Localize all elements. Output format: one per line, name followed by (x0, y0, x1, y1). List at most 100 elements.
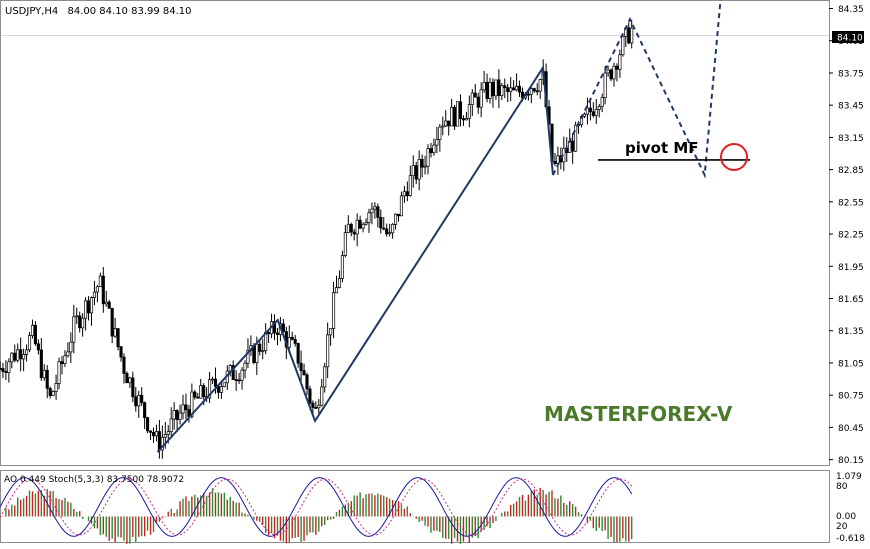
candle-body (393, 213, 398, 225)
candle-body (414, 165, 418, 180)
candle-body (411, 165, 415, 177)
candle-body (75, 315, 79, 318)
candle-body (509, 87, 513, 92)
candle-body (585, 107, 589, 115)
candle-body (334, 287, 339, 294)
candle-body (110, 307, 114, 337)
candle-body (89, 297, 94, 314)
candle-body (30, 324, 35, 336)
candle-body (450, 106, 454, 127)
candle-body (36, 343, 40, 351)
candle-body (66, 351, 70, 357)
candle-body (54, 383, 58, 392)
candle-body (190, 391, 194, 417)
candle-body (140, 394, 144, 403)
candle-body (526, 93, 530, 96)
candle-body (453, 106, 457, 127)
candle-body (33, 324, 37, 345)
candle-body (210, 378, 215, 381)
candle-body (16, 349, 20, 361)
candle-body (60, 361, 64, 364)
candle-body (574, 124, 578, 152)
candle-body (237, 379, 241, 382)
candle-body (181, 404, 185, 414)
symbol-label: USDJPY,H4 (5, 6, 58, 17)
current-price-box (832, 31, 864, 43)
candle-body (101, 275, 105, 305)
candle-body (234, 379, 238, 381)
candle-body (45, 369, 49, 389)
wave-lines (156, 0, 722, 453)
candle-body (364, 222, 368, 225)
candle-body (104, 301, 108, 305)
candle-body (7, 361, 11, 373)
candle-body (618, 54, 622, 70)
candle-body (597, 106, 601, 110)
indicator-tick-label: 0.00 (836, 512, 856, 522)
stoch-signal-line (0, 478, 633, 536)
candle-body (588, 107, 592, 113)
candle-body (63, 355, 67, 364)
candle-body (323, 366, 327, 388)
candle-body (87, 300, 91, 314)
candle-body (606, 69, 610, 74)
candle-body (166, 431, 170, 435)
candle-body (343, 232, 347, 256)
candle-body (402, 191, 406, 197)
candle-body (396, 213, 401, 217)
candle-body (532, 88, 536, 92)
candle-body (98, 275, 102, 288)
pivot-group: pivot MF (598, 139, 750, 171)
candle-body (441, 125, 445, 128)
price-tick-label: 82.85 (838, 166, 864, 176)
candle-body (314, 407, 318, 409)
price-tick-label: 81.35 (838, 327, 864, 337)
candle-body (600, 97, 604, 107)
candle-body (4, 371, 8, 373)
candle-body (296, 343, 300, 364)
candle-body (193, 391, 197, 398)
candle-body (630, 27, 634, 44)
candle-body (305, 374, 309, 390)
current-price-label: 84.10 (837, 34, 863, 44)
candle-body (320, 386, 324, 406)
candle-body (479, 89, 483, 108)
price-tick-label: 80.75 (838, 392, 864, 402)
candle-body (385, 228, 389, 235)
candle-body (408, 175, 412, 197)
candle-body (461, 118, 465, 121)
candle-body (84, 300, 88, 319)
candle-body (352, 231, 356, 235)
candle-body (42, 369, 46, 379)
candle-body (379, 217, 383, 229)
wave-line (156, 64, 554, 453)
indicator-tick-label: 80 (836, 482, 848, 492)
candle-body (231, 365, 235, 380)
candle-body (255, 343, 259, 363)
candle-body (332, 292, 336, 329)
candle-body (175, 410, 179, 420)
ohlc-label: 84.00 84.10 83.99 84.10 (67, 6, 191, 17)
candle-body (503, 85, 507, 88)
main-plot-frame (0, 0, 830, 466)
candle-body (311, 402, 315, 408)
candle-body (571, 140, 575, 152)
candle-body (609, 69, 613, 80)
candle-body (125, 373, 129, 384)
candle-body (405, 191, 409, 197)
candle-body (178, 412, 182, 420)
candle-body (346, 223, 350, 234)
candle-body (10, 352, 14, 363)
price-tick-label: 81.95 (838, 263, 864, 273)
candle-body (467, 104, 471, 119)
candle-body (349, 223, 353, 233)
candle-body (261, 350, 265, 353)
candle-body (399, 195, 404, 217)
pivot-label: pivot MF (625, 139, 699, 157)
candle-body (426, 148, 430, 167)
candle-body (376, 206, 380, 218)
candle-body (78, 315, 82, 329)
candle-body (458, 101, 463, 119)
candles-layer (0, 19, 634, 459)
